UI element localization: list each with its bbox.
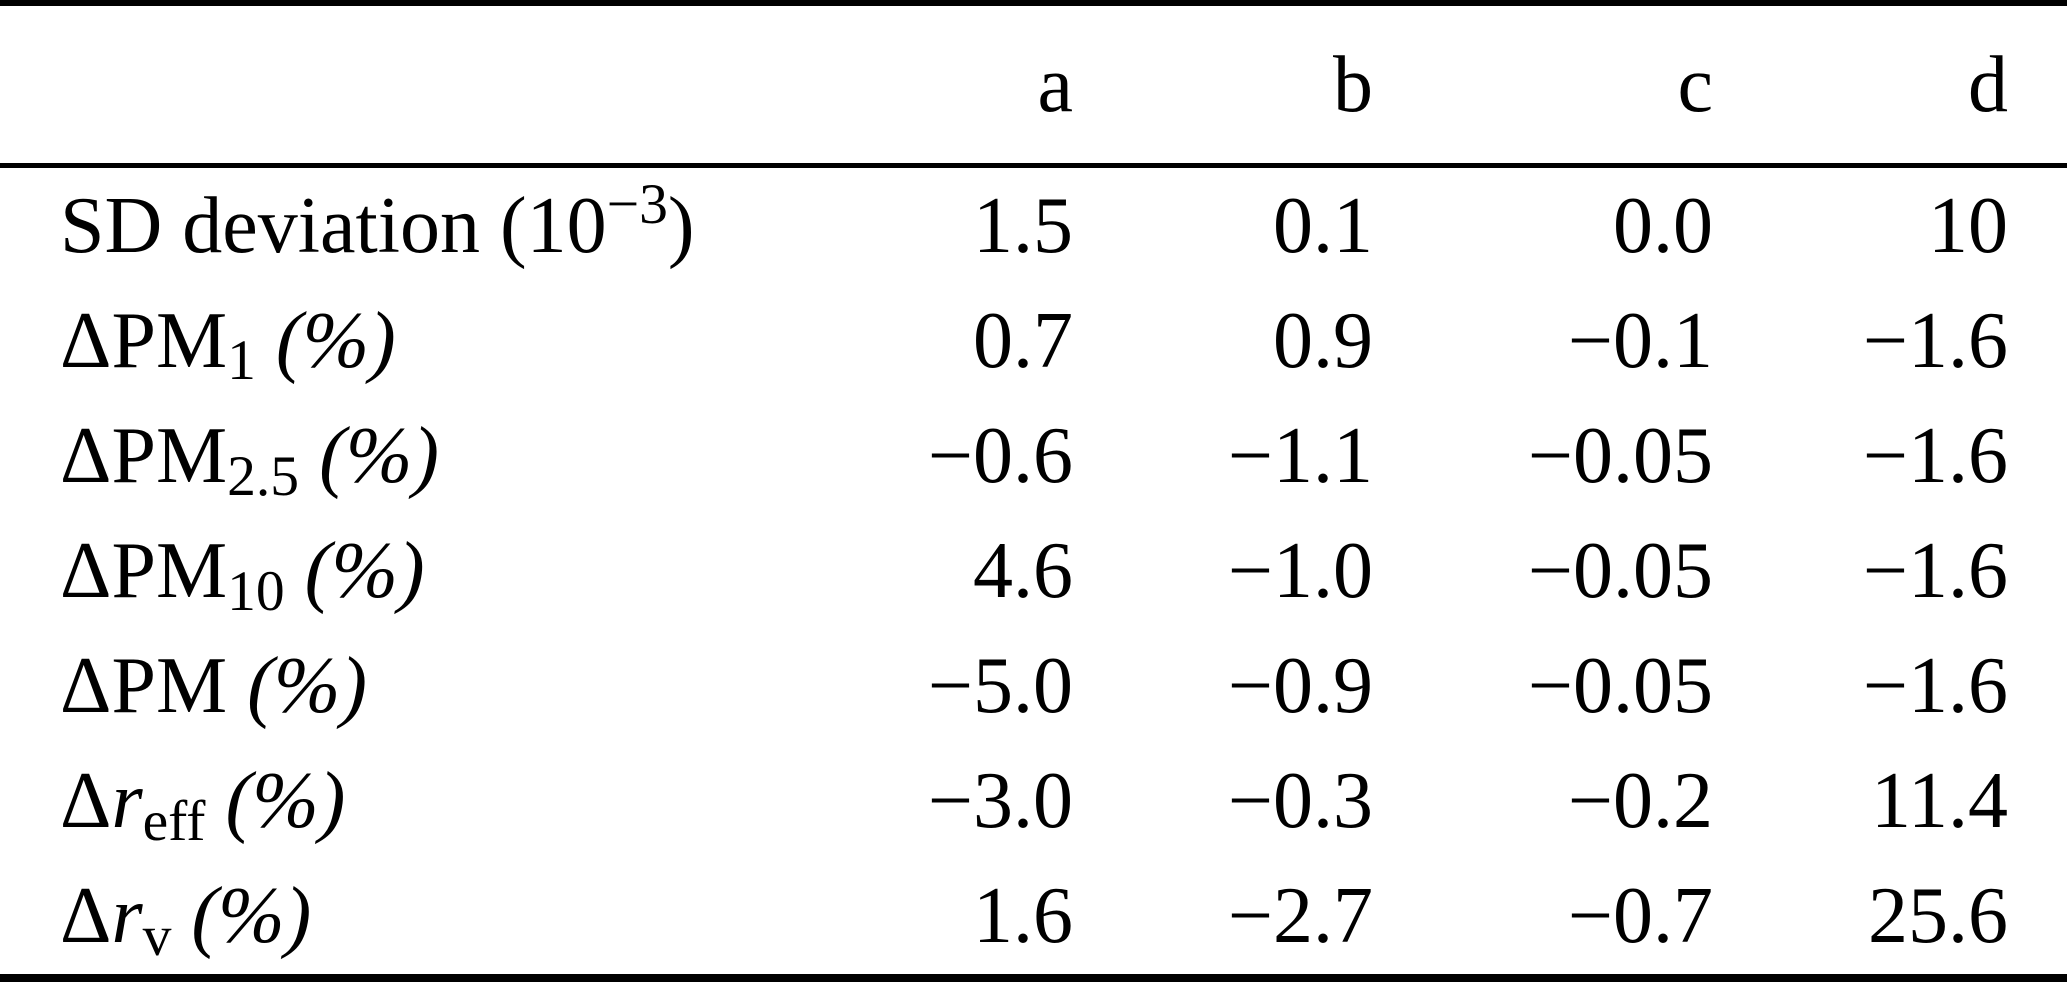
row-label-segment: (%) [225,757,346,846]
row-label-segment: ΔPM [60,296,228,385]
row-label: ΔPM (%) [60,646,778,726]
cell-value: −0.1 [1567,296,1713,385]
cell-value: −2.7 [1227,872,1373,961]
row-label-segment: Δ [60,757,112,846]
row-label-segment: eff [142,789,206,853]
table-header-row: a b c d [0,6,2067,163]
table-row: ΔPM10 (%) 4.6 −1.0 −0.05 −1.6 [0,513,2067,628]
row-label-segment: (%) [304,526,425,615]
cell-value: −0.05 [1527,526,1713,615]
column-header-d: d [1968,40,2008,129]
table-body: SD deviation (10−3) 1.5 0.1 0.0 10 ΔPM1 (%) 0.… [0,168,2067,974]
row-label-segment: −3 [606,172,668,236]
cell-value: −0.7 [1567,872,1713,961]
table-mid-rule [0,163,2067,168]
row-label: Δreff (%) [60,761,778,850]
row-label-segment: (%) [247,642,367,731]
cell-value: −3.0 [927,757,1073,846]
cell-value: 4.6 [973,526,1073,615]
cell-value: 1.6 [973,872,1073,961]
row-label-segment: 10 [227,559,285,623]
cell-value: 0.9 [1273,296,1373,385]
cell-value: −1.6 [1862,526,2008,615]
row-label-segment [256,297,276,385]
cell-value: −1.6 [1862,296,2008,385]
row-label-segment [299,412,319,500]
table-row: Δreff (%) −3.0 −0.3 −0.2 11.4 [0,744,2067,859]
row-label: ΔPM2.5 (%) [60,416,778,505]
table-row: ΔPM1 (%) 0.7 0.9 −0.1 −1.6 [0,283,2067,398]
table-top-rule [0,0,2067,6]
column-header-b: b [1333,40,1373,129]
cell-value: −0.6 [927,411,1073,500]
row-label: Δrv (%) [60,876,778,965]
cell-value: −0.2 [1567,757,1713,846]
cell-value: −5.0 [927,642,1073,731]
row-label: SD deviation (10−3) [60,175,778,265]
cell-value: 0.0 [1613,181,1713,270]
row-label-segment: ΔPM [60,411,228,500]
cell-value: −0.3 [1227,757,1373,846]
row-label-segment: (%) [191,872,312,961]
column-header-a: a [1037,40,1073,129]
table-bottom-rule [0,974,2067,982]
table-row: SD deviation (10−3) 1.5 0.1 0.0 10 [0,168,2067,283]
cell-value: −1.6 [1862,411,2008,500]
cell-value: −1.6 [1862,642,2008,731]
row-label-segment: 2.5 [227,444,300,508]
row-label-segment: SD deviation (10 [60,181,607,270]
cell-value: −1.0 [1227,526,1373,615]
row-label: ΔPM10 (%) [60,531,778,620]
cell-value: 11.4 [1870,757,2008,846]
row-label-segment [205,757,225,845]
column-header-c: c [1677,40,1713,129]
row-label-segment: (%) [275,296,396,385]
row-label-segment [285,527,305,615]
cell-value: −1.1 [1227,411,1373,500]
row-label-segment: r [111,757,143,846]
row-label-segment: r [111,872,143,961]
cell-value: −0.9 [1227,642,1373,731]
cell-value: 1.5 [973,181,1073,270]
table-row: Δrv (%) 1.6 −2.7 −0.7 25.6 [0,859,2067,974]
cell-value: 0.1 [1273,181,1373,270]
row-label-segment: 1 [227,329,256,393]
row-label: ΔPM1 (%) [60,301,778,390]
row-label-segment: v [142,905,172,969]
cell-value: −0.05 [1527,411,1713,500]
table-row: ΔPM2.5 (%) −0.6 −1.1 −0.05 −1.6 [0,398,2067,513]
row-label-segment [171,872,191,960]
cell-value: 0.7 [973,296,1073,385]
row-label-segment: ΔPM [60,642,248,731]
row-label-segment: ) [667,181,695,270]
row-label-segment: (%) [319,411,439,500]
row-label-segment: ΔPM [60,526,228,615]
table-row: ΔPM (%) −5.0 −0.9 −0.05 −1.6 [0,629,2067,744]
cell-value: 10 [1928,181,2008,270]
cell-value: −0.05 [1527,642,1713,731]
cell-value: 25.6 [1868,872,2008,961]
row-label-segment: Δ [60,872,112,961]
